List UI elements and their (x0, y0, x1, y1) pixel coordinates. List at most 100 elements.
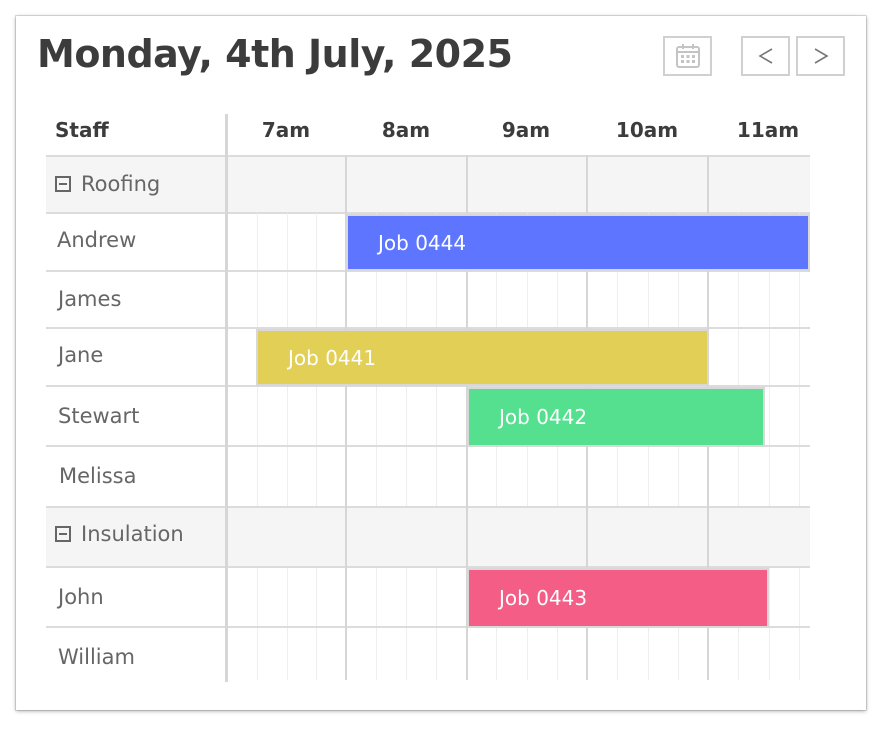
row-divider (46, 445, 810, 447)
chevron-right-icon (810, 45, 832, 67)
minor-grid-line (376, 387, 377, 445)
minor-grid-line (617, 272, 618, 327)
minor-grid-line (376, 447, 377, 506)
minor-grid-line (648, 272, 649, 327)
minor-grid-line (436, 447, 437, 506)
minor-grid-line (257, 213, 258, 270)
minor-grid-line (678, 628, 679, 680)
job-block[interactable]: Job 0441 (256, 329, 709, 386)
collapse-icon[interactable] (55, 526, 71, 542)
minor-grid-line (316, 213, 317, 270)
minor-grid-line (316, 272, 317, 327)
minor-grid-line (436, 628, 437, 680)
previous-day-button[interactable] (741, 36, 790, 76)
minor-grid-line (738, 447, 739, 506)
minor-grid-line (678, 447, 679, 506)
row-divider (46, 327, 810, 329)
minor-grid-line (376, 628, 377, 680)
hour-header-10am: 10am (615, 118, 679, 142)
minor-grid-line (257, 447, 258, 506)
job-label: Job 0443 (499, 586, 588, 610)
hour-header-11am: 11am (736, 118, 800, 142)
calendar-button[interactable] (663, 36, 712, 76)
staff-name-james: James (58, 287, 122, 311)
minor-grid-line (799, 387, 800, 445)
minor-grid-line (316, 447, 317, 506)
hour-header-9am: 9am (501, 118, 551, 142)
minor-grid-line (648, 628, 649, 680)
minor-grid-line (257, 628, 258, 680)
row-divider (46, 155, 810, 157)
minor-grid-line (799, 628, 800, 680)
minor-grid-line (287, 447, 288, 506)
group-roofing[interactable]: Roofing (55, 172, 160, 196)
minor-grid-line (316, 387, 317, 445)
minor-grid-line (406, 272, 407, 327)
minor-grid-line (769, 329, 770, 385)
minor-grid-line (257, 387, 258, 445)
staff-name-stewart: Stewart (58, 404, 140, 428)
minor-grid-line (738, 272, 739, 327)
minor-grid-line (287, 213, 288, 270)
row-divider (46, 566, 810, 568)
minor-grid-line (287, 272, 288, 327)
minor-grid-line (287, 568, 288, 626)
job-block[interactable]: Job 0444 (346, 214, 810, 271)
minor-grid-line (799, 568, 800, 626)
hour-divider (345, 155, 347, 680)
minor-grid-line (496, 272, 497, 327)
minor-grid-line (617, 447, 618, 506)
row-divider (46, 212, 810, 214)
minor-grid-line (287, 628, 288, 680)
minor-grid-line (406, 387, 407, 445)
minor-grid-line (799, 329, 800, 385)
hour-header-8am: 8am (381, 118, 431, 142)
minor-grid-line (769, 272, 770, 327)
group-row-roofing (46, 156, 810, 213)
minor-grid-line (406, 628, 407, 680)
job-block[interactable]: Job 0442 (467, 387, 765, 447)
row-divider (46, 506, 810, 508)
minor-grid-line (799, 447, 800, 506)
minor-grid-line (287, 387, 288, 445)
minor-grid-line (257, 568, 258, 626)
group-insulation[interactable]: Insulation (55, 522, 184, 546)
job-label: Job 0441 (288, 345, 377, 370)
minor-grid-line (527, 447, 528, 506)
staff-name-jane: Jane (58, 343, 104, 367)
minor-grid-line (557, 272, 558, 327)
page-title: Monday, 4th July, 2025 (37, 32, 513, 76)
minor-grid-line (799, 272, 800, 327)
next-day-button[interactable] (796, 36, 845, 76)
minor-grid-line (376, 272, 377, 327)
minor-grid-line (316, 568, 317, 626)
minor-grid-line (436, 568, 437, 626)
job-label: Job 0444 (378, 230, 467, 255)
minor-grid-line (769, 447, 770, 506)
minor-grid-line (527, 628, 528, 680)
minor-grid-line (769, 628, 770, 680)
minor-grid-line (617, 628, 618, 680)
minor-grid-line (436, 272, 437, 327)
group-row-insulation (46, 507, 810, 567)
row-divider (46, 385, 810, 387)
group-label: Roofing (81, 172, 161, 196)
collapse-icon[interactable] (55, 176, 71, 192)
minor-grid-line (406, 447, 407, 506)
minor-grid-line (769, 568, 770, 626)
calendar-icon (675, 43, 701, 69)
minor-grid-line (436, 387, 437, 445)
minor-grid-line (496, 628, 497, 680)
staff-name-john: John (58, 585, 104, 609)
row-divider (46, 270, 810, 272)
minor-grid-line (406, 568, 407, 626)
staff-name-william: William (58, 645, 135, 669)
job-label: Job 0442 (499, 405, 588, 429)
minor-grid-line (769, 387, 770, 445)
minor-grid-line (678, 272, 679, 327)
row-divider (46, 626, 810, 628)
staff-name-melissa: Melissa (59, 464, 137, 488)
staff-name-andrew: Andrew (57, 228, 137, 252)
job-block[interactable]: Job 0443 (467, 568, 769, 628)
minor-grid-line (496, 447, 497, 506)
